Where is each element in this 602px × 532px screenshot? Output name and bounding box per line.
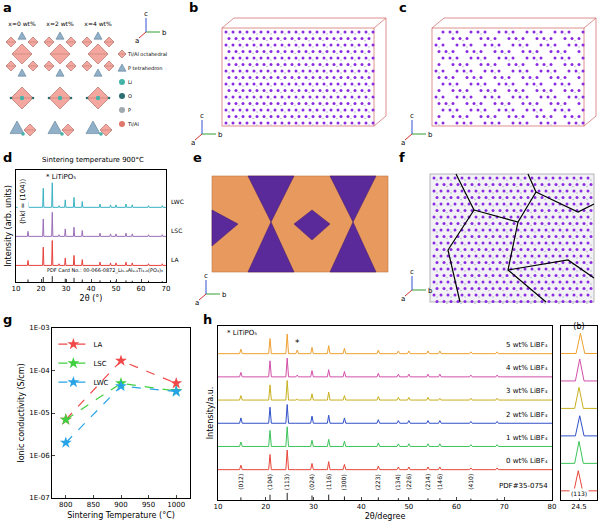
svg-text:1E-07: 1E-07 [29,494,49,502]
svg-text:c: c [144,10,148,18]
svg-text:1000: 1000 [167,501,185,509]
svg-text:(226): (226) [405,474,412,490]
svg-text:* LiTiPO₅: * LiTiPO₅ [46,173,76,181]
svg-text:Li: Li [128,79,132,85]
svg-text:50: 50 [112,285,121,293]
svg-text:c: c [410,268,414,276]
svg-text:(b): (b) [573,322,584,331]
svg-text:(214): (214) [424,474,431,490]
svg-text:a: a [195,299,199,307]
svg-text:x=0 wt%: x=0 wt% [8,20,36,27]
svg-text:c: c [204,272,208,280]
svg-text:70: 70 [500,503,509,511]
svg-text:c: c [200,112,204,120]
svg-text:f: f [399,150,405,165]
html-text:g: g [3,312,13,327]
svg-text:(410): (410) [467,474,474,490]
svg-text:O: O [128,93,132,99]
svg-text:a: a [401,295,405,303]
svg-text:(104): (104) [266,474,273,490]
svg-text:LWC: LWC [171,198,184,205]
svg-text:b: b [428,131,433,139]
svg-text:(223): (223) [374,474,381,490]
svg-text:a: a [401,139,405,147]
svg-text:10: 10 [12,285,21,293]
svg-text:(113): (113) [571,490,587,497]
svg-text:(300): (300) [340,474,347,490]
svg-text:(012): (012) [237,474,244,490]
svg-text:3 wt% LiBF₄: 3 wt% LiBF₄ [506,387,548,395]
svg-text:(146): (146) [436,474,443,490]
svg-text:(116): (116) [325,474,332,490]
svg-text:5 wt% LiBF₄: 5 wt% LiBF₄ [506,341,548,349]
svg-text:LSC: LSC [171,227,182,234]
svg-text:PDF Card No.: 00-066-0872_Li₁.: PDF Card No.: 00-066-0872_Li₁.₄Al₀.₄Ti₁.… [47,267,163,274]
svg-text:b: b [218,131,223,139]
svg-text:2θ/degree: 2θ/degree [365,512,406,521]
svg-text:e: e [193,150,202,165]
svg-text:a: a [135,37,139,45]
svg-text:70: 70 [162,285,171,293]
svg-text:(134): (134) [394,474,401,490]
svg-text:b: b [162,29,167,37]
svg-text:30: 30 [309,503,318,511]
svg-text:10: 10 [214,503,223,511]
svg-text:1E-03: 1E-03 [29,324,49,332]
svg-text:(024): (024) [308,474,315,490]
svg-text:* LiTiPO₅: * LiTiPO₅ [227,329,257,337]
svg-text:0 wt% LiBF₄: 0 wt% LiBF₄ [506,457,548,465]
svg-text:800: 800 [59,501,72,509]
svg-text:(113): (113) [283,474,290,490]
svg-text:4 wt% LiBF₄: 4 wt% LiBF₄ [506,364,548,372]
svg-text:950: 950 [142,501,155,509]
svg-text:Ti/Al: Ti/Al [127,121,139,127]
svg-text:1 wt% LiBF₄: 1 wt% LiBF₄ [506,434,548,442]
svg-text:b: b [189,0,198,15]
svg-text:2θ (°): 2θ (°) [80,294,103,303]
svg-text:80: 80 [548,503,557,511]
svg-text:PDF#35-0754: PDF#35-0754 [499,482,548,490]
svg-text:30: 30 [62,285,71,293]
svg-text:24.5: 24.5 [571,503,587,511]
svg-text:(hkl = (104)): (hkl = (104)) [19,179,27,224]
html-text:d: d [3,150,13,165]
svg-text:LA: LA [93,341,102,349]
svg-text:P: P [128,107,131,113]
svg-text:2 wt% LiBF₄: 2 wt% LiBF₄ [506,411,548,419]
svg-text:b: b [428,287,433,295]
svg-text:900: 900 [114,501,127,509]
svg-text:LSC: LSC [93,360,106,368]
svg-text:b: b [222,291,227,299]
svg-text:60: 60 [137,285,146,293]
svg-text:20: 20 [261,503,270,511]
svg-text:x=2 wt%: x=2 wt% [46,20,74,27]
html-text:h: h [203,312,213,327]
svg-text:*: * [295,338,300,348]
svg-text:x=4 wt%: x=4 wt% [84,20,112,27]
svg-text:50: 50 [404,503,413,511]
svg-text:c: c [399,0,407,15]
svg-text:40: 40 [357,503,366,511]
svg-text:Intensity/a.u.: Intensity/a.u. [206,387,215,440]
svg-text:Sintering Temperature (°C): Sintering Temperature (°C) [67,511,175,520]
svg-text:Ti/Al octahedral: Ti/Al octahedral [127,51,167,57]
svg-text:LA: LA [171,256,179,263]
svg-text:1E-04: 1E-04 [29,367,50,375]
svg-text:20: 20 [37,285,46,293]
svg-text:a: a [191,139,195,147]
svg-text:60: 60 [452,503,461,511]
svg-text:Intensity (arb. units): Intensity (arb. units) [4,185,13,267]
svg-text:P tetrahedron: P tetrahedron [128,65,162,71]
svg-text:40: 40 [87,285,96,293]
svg-text:1E-05: 1E-05 [29,409,49,417]
svg-text:850: 850 [87,501,100,509]
svg-text:Ionic conductivity (S/cm): Ionic conductivity (S/cm) [17,363,26,462]
svg-text:1E-06: 1E-06 [29,452,50,460]
svg-text:a: a [3,0,12,15]
svg-text:LWC: LWC [93,379,108,387]
svg-text:c: c [410,112,414,120]
svg-text:Sintering temperature 900°C: Sintering temperature 900°C [42,156,144,164]
